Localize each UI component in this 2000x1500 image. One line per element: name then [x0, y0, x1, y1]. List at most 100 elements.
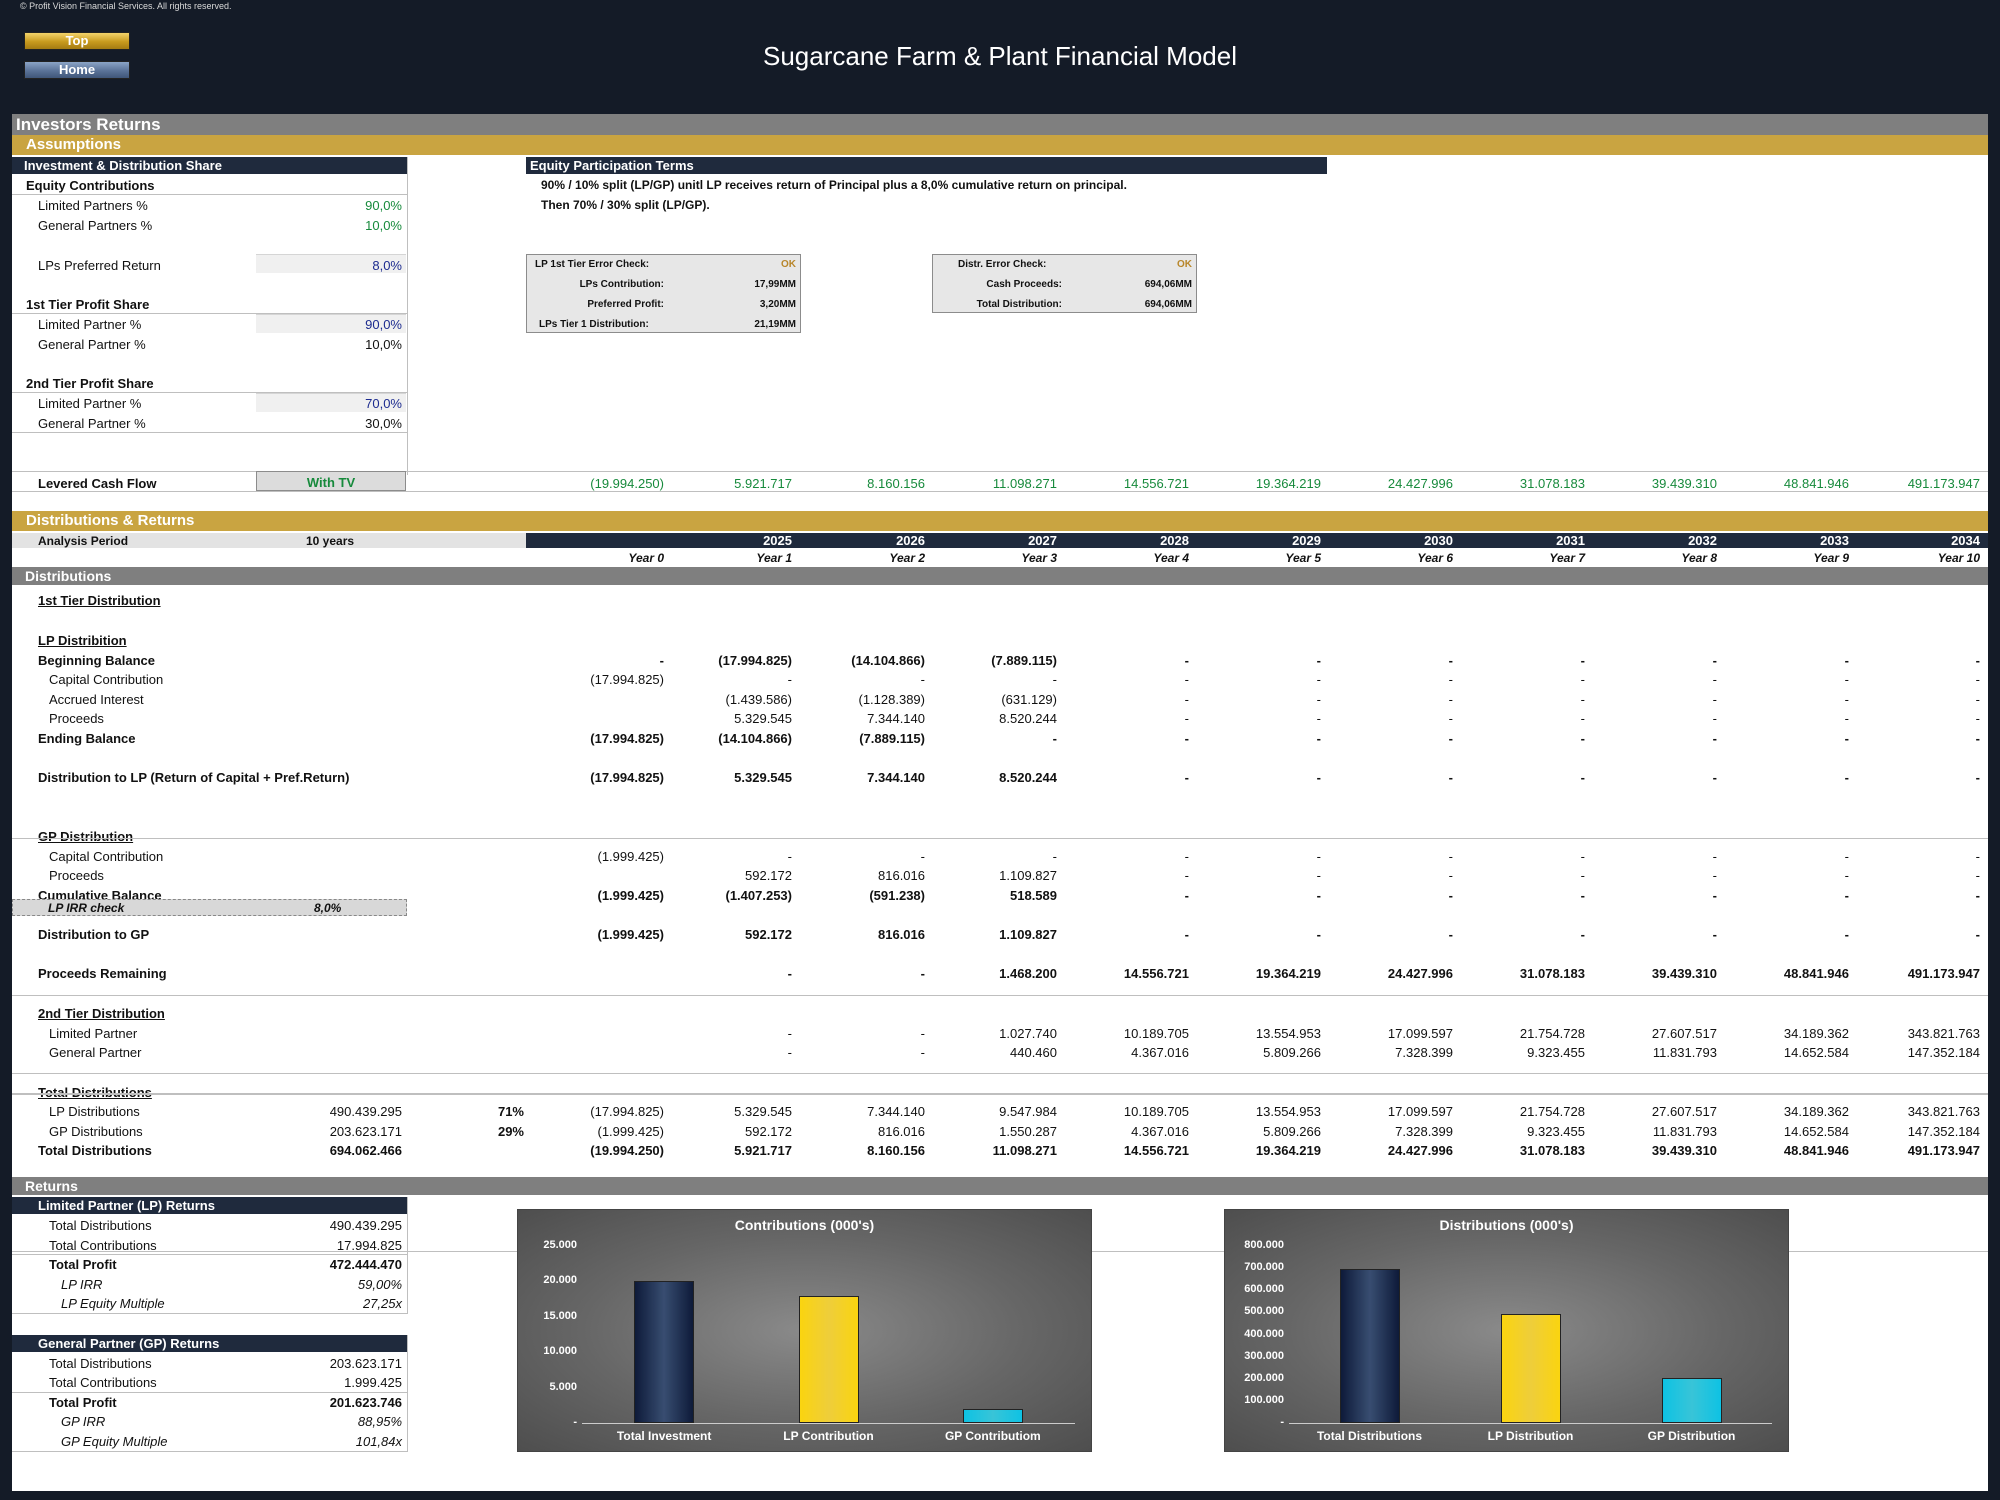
gp-total-profit-label: Total Profit [49, 1395, 117, 1410]
section-returns: Returns [12, 1177, 1988, 1195]
period-band [12, 533, 526, 548]
gp-total-dist-value: 203.623.171 [329, 1356, 402, 1371]
chart-tick-label: 10.000 [543, 1345, 577, 1358]
lp-total-contrib-label: Total Contributions [49, 1238, 157, 1253]
row-value-cell: - [1448, 927, 1453, 942]
row-value-cell: 21.754.728 [1519, 1104, 1585, 1119]
row-value-cell: 11.831.793 [1652, 1045, 1717, 1060]
gp-multiple-label: GP Equity Multiple [61, 1434, 168, 1449]
lp-total-dist-value: 490.439.295 [329, 1218, 402, 1233]
pref-return-label: LPs Preferred Return [38, 258, 161, 273]
check1-label: LP 1st Tier Error Check: [535, 259, 650, 270]
t2-lp-input[interactable] [256, 393, 406, 412]
lp-irr-label: LP IRR [61, 1277, 103, 1292]
row-value-cell: 7.344.140 [867, 1104, 925, 1119]
divider [12, 1313, 407, 1314]
row-value-cell: - [1316, 770, 1321, 785]
pref-return-input[interactable] [256, 254, 406, 273]
row-value-cell: 5.809.266 [1263, 1045, 1321, 1060]
panel-border [407, 1335, 408, 1452]
divider [12, 194, 407, 195]
levered-cf-label: Levered Cash Flow [38, 476, 157, 491]
year-header-band [526, 533, 1988, 548]
row-value-cell: 1.468.200 [999, 966, 1057, 981]
row-value-cell: - [1184, 711, 1189, 726]
year-cell: 2025 [763, 533, 792, 548]
t1-lp-input[interactable] [256, 314, 406, 333]
row-value-cell: 11.831.793 [1652, 1124, 1717, 1139]
row-value-cell: - [1975, 888, 1980, 903]
chart-tick-label: 15.000 [543, 1309, 577, 1322]
lp-returns-header: Limited Partner (LP) Returns [12, 1197, 407, 1214]
row-value-cell: - [1184, 849, 1189, 864]
row-value-cell: 10.189.705 [1123, 1026, 1189, 1041]
row-value-cell: - [787, 849, 792, 864]
row-value-cell: - [1712, 849, 1717, 864]
row-value-cell: (14.104.866) [718, 731, 792, 746]
tv-selector[interactable] [256, 471, 406, 491]
t2-gp-value: 30,0% [365, 416, 402, 431]
row-value-cell: (14.104.866) [851, 653, 925, 668]
divider [12, 1093, 1988, 1095]
lp-irr-check-value: 8,0% [314, 901, 342, 915]
lp-total-dist-label: Total Distributions [49, 1218, 152, 1233]
row-value-cell: - [1975, 927, 1980, 942]
row-value-cell: 31.078.183 [1519, 966, 1585, 981]
chart-category-label: LP Distribution [1487, 1429, 1574, 1443]
copyright-text: © Profit Vision Financial Services. All … [20, 1, 232, 11]
row-value-cell: 9.547.984 [999, 1104, 1057, 1119]
row-value-cell: - [1184, 888, 1189, 903]
row-value-cell: - [920, 1045, 925, 1060]
row-value-cell: (1.999.425) [597, 888, 665, 903]
row-pct-cell: 29% [497, 1124, 524, 1139]
year-label-cell: Year 4 [1153, 551, 1189, 565]
row-value-cell: - [1844, 672, 1849, 687]
row-value-cell: 147.352.184 [1907, 1045, 1980, 1060]
gp-total-contrib-label: Total Contributions [49, 1375, 157, 1390]
row-value-cell: - [920, 966, 925, 981]
gp-pct-label: General Partners % [38, 218, 153, 233]
row-value-cell: - [1844, 868, 1849, 883]
equity-contributions-label: Equity Contributions [26, 178, 155, 193]
row-value-cell: - [1712, 731, 1717, 746]
row-value-cell: - [1448, 731, 1453, 746]
row-value-cell: - [1975, 849, 1980, 864]
row-value-cell: 491.173.947 [1907, 1143, 1980, 1158]
levered-cf-cell: 39.439.310 [1651, 476, 1717, 491]
home-button[interactable]: Home [24, 61, 130, 79]
year-cell: 2026 [896, 533, 925, 548]
chart-tick-label: 20.000 [543, 1274, 577, 1287]
row-label: Proceeds [49, 868, 104, 883]
chart-axis [1289, 1423, 1772, 1424]
investment-share-header: Investment & Distribution Share [12, 157, 407, 174]
total-distribution-label: Total Distribution: [976, 299, 1062, 310]
t2-lp-value: 70,0% [365, 396, 402, 411]
row-value-cell: - [1712, 888, 1717, 903]
lp-pct-label: Limited Partners % [38, 198, 148, 213]
row-value-cell: - [1712, 692, 1717, 707]
row-value-cell: - [1975, 868, 1980, 883]
divider [12, 432, 407, 433]
divider [12, 1073, 1988, 1074]
row-value-cell: (17.994.825) [590, 672, 664, 687]
row-value-cell: 17.099.597 [1387, 1104, 1453, 1119]
row-value-cell: 592.172 [745, 927, 792, 942]
check2-label: Distr. Error Check: [958, 259, 1047, 270]
lps-tier1-label: LPs Tier 1 Distribution: [539, 319, 649, 330]
chart-title: Distributions (000's) [1439, 1217, 1574, 1233]
row-value-cell: - [1975, 711, 1980, 726]
lp-total-profit-value: 472.444.470 [329, 1257, 402, 1272]
row-value-cell: - [1712, 711, 1717, 726]
chart-tick-label: 25.000 [543, 1239, 577, 1251]
divider [12, 392, 407, 393]
chart-tick-label: 200.000 [1244, 1371, 1284, 1384]
distributions-chart: Distributions (000's) 800.000 700.000 600.0… [1224, 1209, 1789, 1452]
row-value-cell: (1.999.425) [597, 849, 665, 864]
row-value-cell: (1.999.425) [597, 927, 665, 942]
panel-border [407, 1197, 408, 1314]
lps-tier1-value: 21,19MM [754, 319, 796, 330]
top-button[interactable]: Top [24, 32, 130, 50]
row-value-cell: - [1580, 849, 1585, 864]
row-label: Total Distributions [38, 1085, 152, 1100]
row-label: 1st Tier Distribution [38, 593, 161, 608]
